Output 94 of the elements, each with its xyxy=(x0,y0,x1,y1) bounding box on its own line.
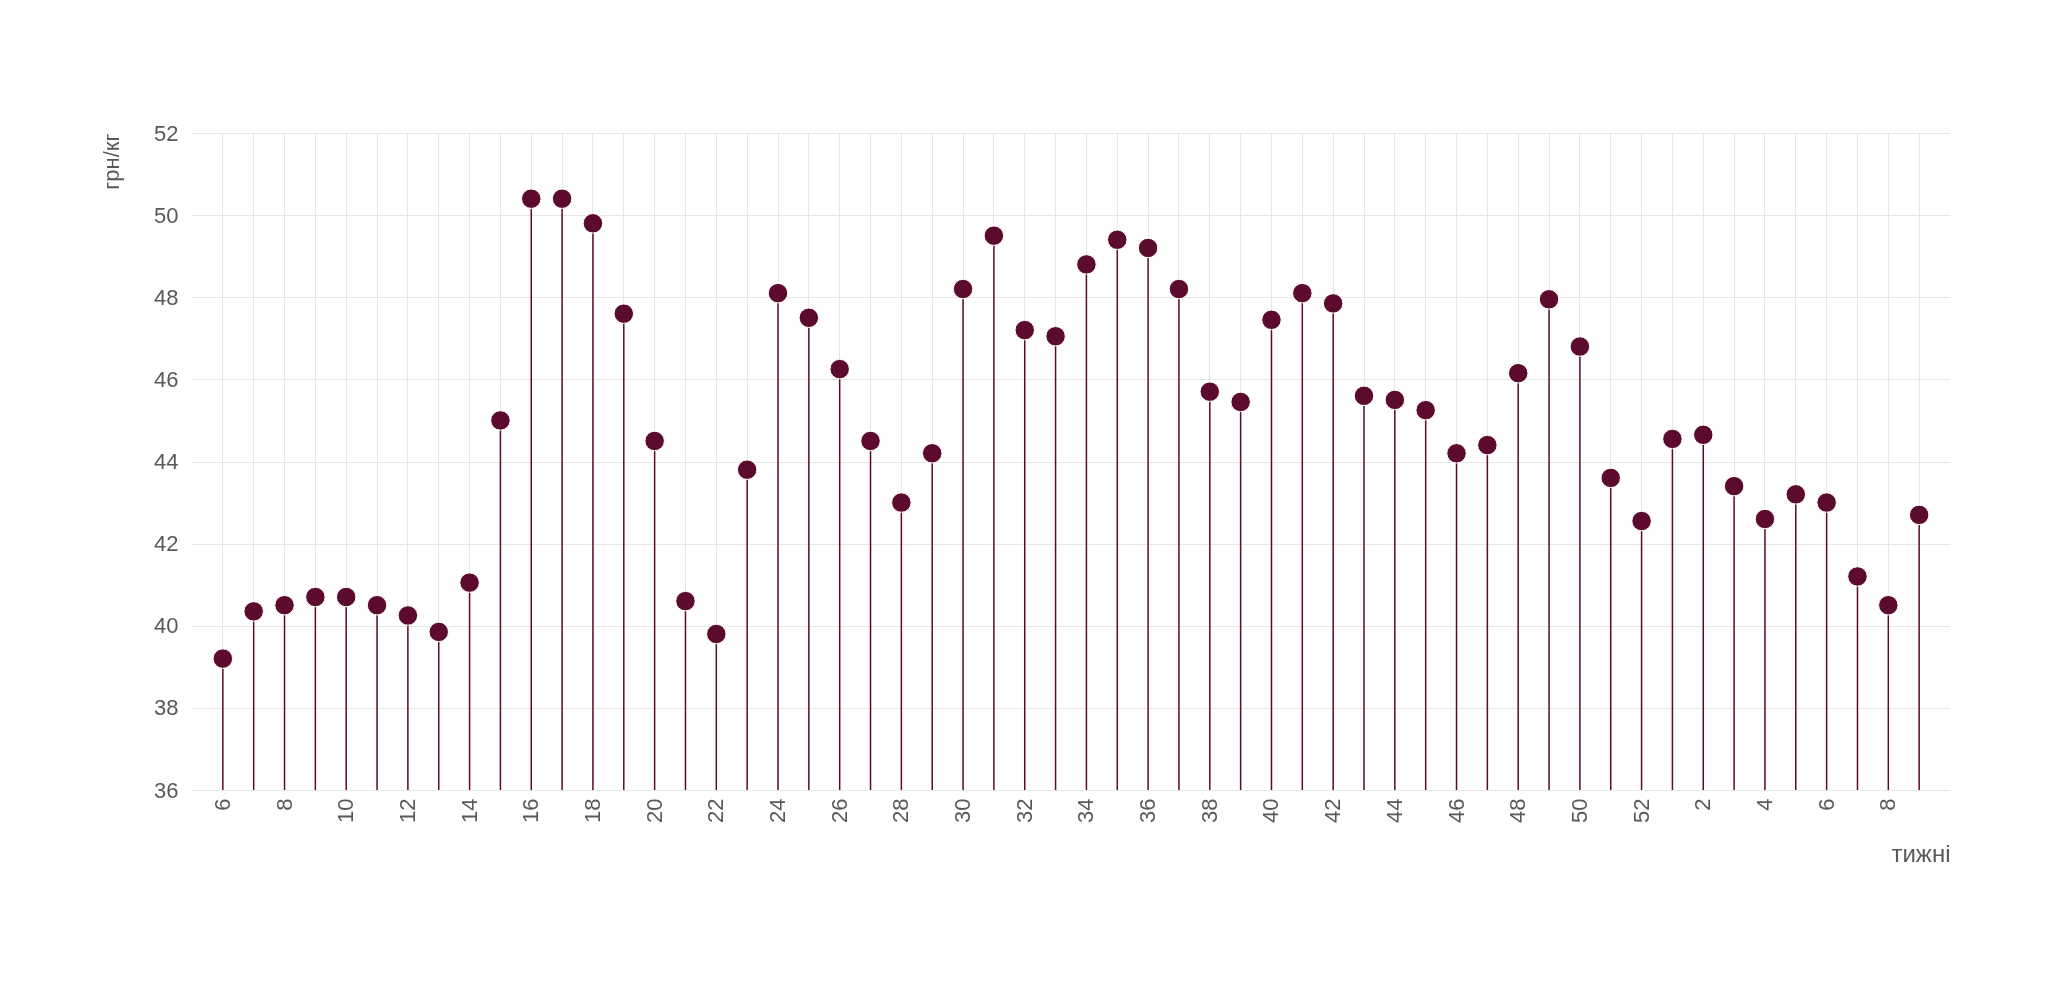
point xyxy=(1384,389,1406,411)
point xyxy=(736,459,758,480)
point xyxy=(1600,467,1621,489)
x-tick-label: 6 xyxy=(1813,798,1839,811)
x-tick-label: 34 xyxy=(1073,798,1099,823)
point xyxy=(1107,229,1128,250)
point xyxy=(305,586,326,608)
x-tick-label: 4 xyxy=(1751,798,1777,811)
x-tick-label: 44 xyxy=(1381,798,1407,823)
x-tick-label: 8 xyxy=(1875,798,1901,811)
x-tick-label: 24 xyxy=(765,798,790,823)
point xyxy=(1076,254,1097,275)
y-tick-label: 50 xyxy=(154,202,179,228)
point xyxy=(921,443,943,464)
point xyxy=(1415,399,1436,421)
point xyxy=(706,623,727,645)
point xyxy=(1847,566,1868,587)
x-tick-label: 10 xyxy=(333,798,359,823)
point xyxy=(1785,484,1807,505)
x-tick-label: 30 xyxy=(950,798,976,823)
x-tick-label: 12 xyxy=(394,798,420,823)
y-tick-label: 52 xyxy=(154,120,179,146)
point xyxy=(644,430,665,452)
x-tick-label: 50 xyxy=(1566,798,1592,823)
point xyxy=(767,282,789,304)
point xyxy=(1322,293,1344,314)
x-tick-label: 36 xyxy=(1135,798,1161,823)
point xyxy=(1045,326,1066,347)
point xyxy=(1199,381,1221,402)
point xyxy=(952,278,974,300)
x-tick-label: 48 xyxy=(1505,798,1531,823)
y-axis-title: грн/кг xyxy=(99,133,125,190)
x-tick-label: 26 xyxy=(826,798,852,823)
point xyxy=(613,303,635,324)
x-tick-label: 2 xyxy=(1690,798,1716,811)
x-tick-label: 6 xyxy=(209,798,235,811)
x-tick-label: 40 xyxy=(1258,798,1284,823)
point xyxy=(1014,319,1035,341)
x-tick-label: 22 xyxy=(703,798,729,823)
point xyxy=(459,572,480,593)
y-tick-label: 46 xyxy=(154,366,179,392)
point xyxy=(860,430,881,452)
point xyxy=(490,410,511,431)
point xyxy=(1569,336,1591,357)
x-axis-title: тижні xyxy=(1891,839,1951,867)
point xyxy=(521,188,542,209)
point xyxy=(1631,510,1652,532)
point xyxy=(1137,237,1159,259)
x-tick-label: 18 xyxy=(579,798,605,823)
point xyxy=(1446,443,1467,464)
point xyxy=(829,358,850,380)
x-tick-label: 32 xyxy=(1011,798,1037,823)
point xyxy=(1230,391,1251,413)
point xyxy=(1353,385,1375,407)
point xyxy=(1662,428,1683,450)
x-tick-label: 42 xyxy=(1320,798,1346,823)
point xyxy=(983,225,1005,246)
x-tick-label: 52 xyxy=(1628,798,1654,823)
point xyxy=(1538,289,1560,310)
point xyxy=(1477,434,1498,456)
point xyxy=(1878,594,1899,616)
point xyxy=(1816,492,1837,513)
x-tick-label: 28 xyxy=(888,798,914,823)
x-tick-label: 46 xyxy=(1443,798,1469,823)
point xyxy=(243,601,264,622)
point xyxy=(428,621,449,643)
point xyxy=(366,594,388,616)
x-tick-label: 20 xyxy=(641,798,667,823)
y-tick-label: 38 xyxy=(154,695,179,721)
x-tick-label: 14 xyxy=(456,798,482,823)
point xyxy=(274,594,295,616)
x-tick-label: 8 xyxy=(271,798,297,811)
y-tick-label: 44 xyxy=(154,449,179,474)
point xyxy=(1261,309,1282,331)
point xyxy=(551,188,573,209)
y-tick-label: 40 xyxy=(154,613,179,639)
point xyxy=(397,605,419,626)
point xyxy=(1693,424,1714,446)
y-tick-label: 48 xyxy=(154,284,179,310)
point xyxy=(798,307,820,329)
x-tick-label: 38 xyxy=(1196,798,1222,823)
y-tick-label: 42 xyxy=(154,531,179,557)
point xyxy=(212,648,234,669)
point xyxy=(675,590,696,612)
point xyxy=(1168,278,1190,300)
point xyxy=(1908,504,1930,526)
point xyxy=(582,213,604,234)
point xyxy=(1723,475,1745,497)
point xyxy=(1754,508,1776,530)
point xyxy=(1507,362,1529,384)
point xyxy=(1292,282,1313,304)
x-tick-label: 16 xyxy=(518,798,544,823)
point xyxy=(335,586,357,608)
point xyxy=(891,492,912,513)
